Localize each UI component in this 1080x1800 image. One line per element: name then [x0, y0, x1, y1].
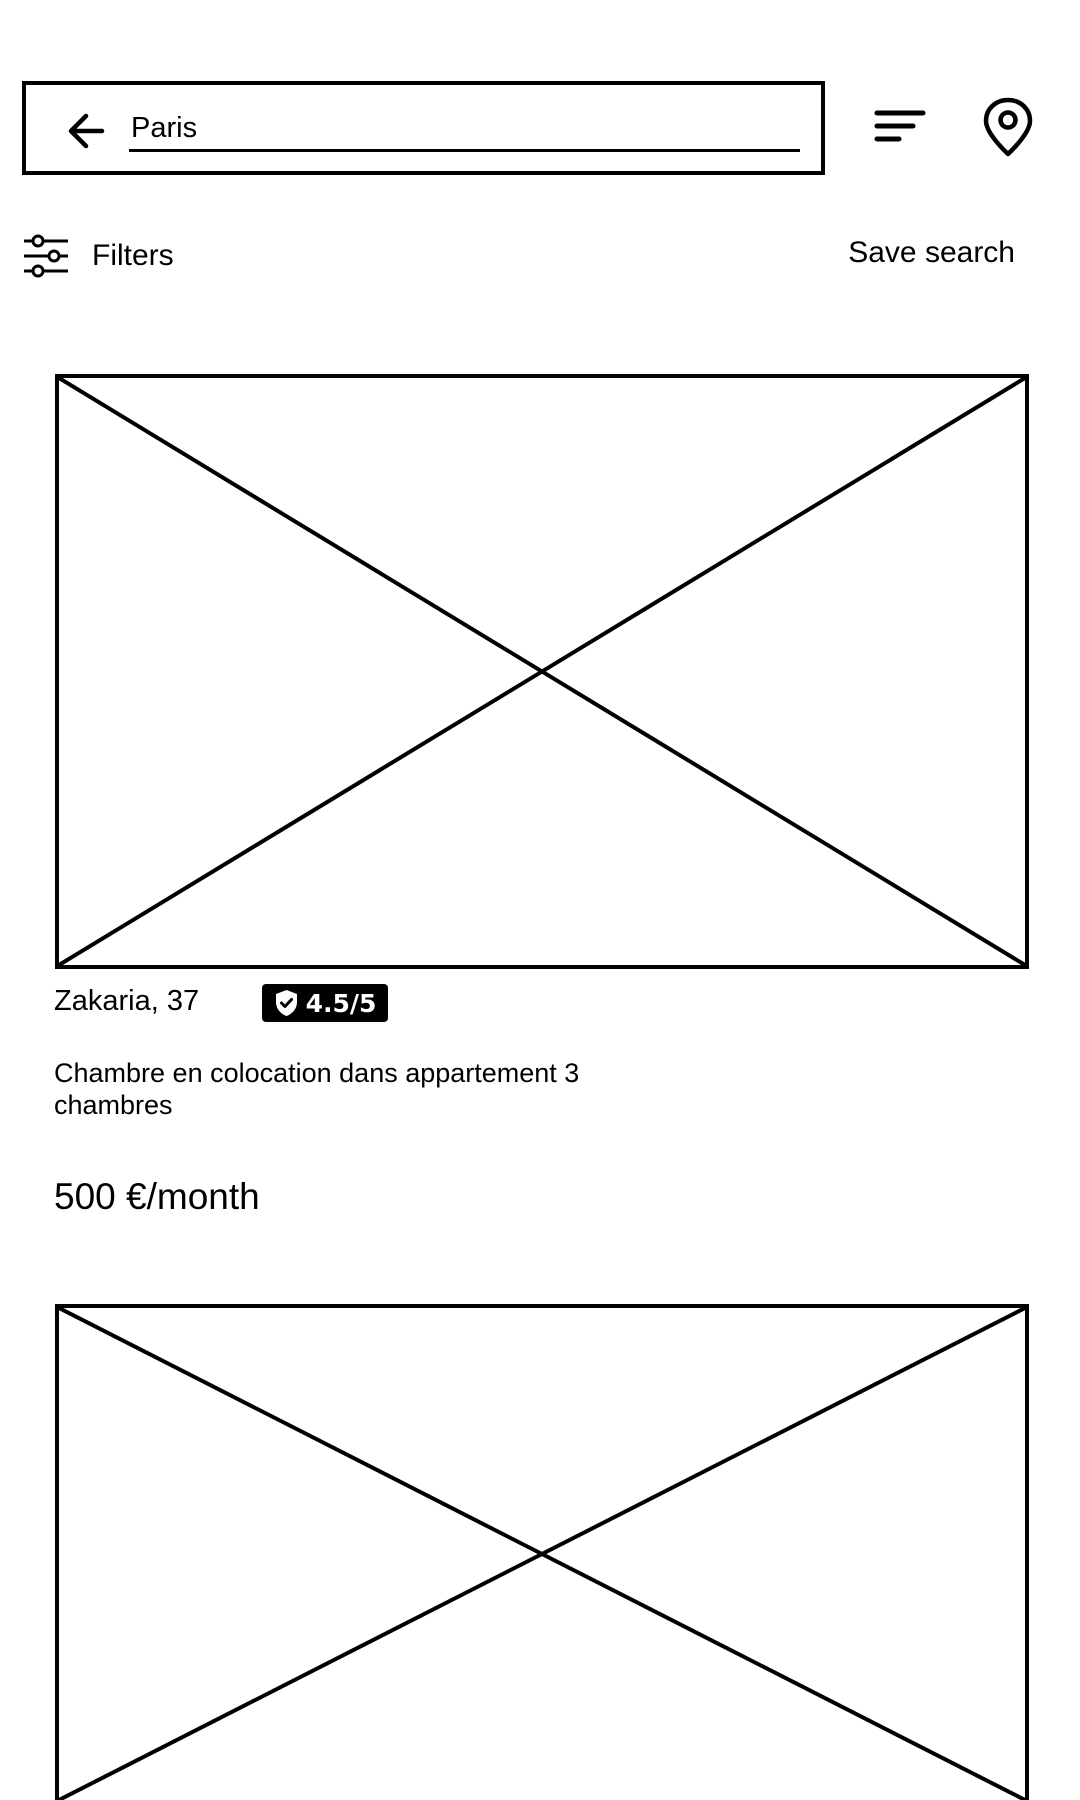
image-placeholder-icon: [59, 378, 1025, 965]
search-input[interactable]: [129, 108, 800, 152]
filters-button[interactable]: Filters: [22, 230, 174, 282]
sliders-icon: [24, 234, 68, 278]
rating-badge: 4.5/5: [262, 984, 388, 1022]
location-pin-icon[interactable]: [979, 97, 1037, 159]
sort-lines-icon[interactable]: [873, 101, 929, 151]
listing-image[interactable]: [55, 374, 1029, 969]
filters-label: Filters: [92, 239, 174, 272]
arrow-left-icon[interactable]: [62, 107, 110, 155]
save-search-button[interactable]: Save search: [848, 236, 1015, 269]
listing-title[interactable]: Chambre en colocation dans appartement 3…: [54, 1058, 580, 1120]
shield-check-icon: [275, 990, 297, 1016]
image-placeholder-icon: [59, 1308, 1025, 1800]
host-name: Zakaria, 37: [54, 985, 200, 1017]
listing-image[interactable]: [55, 1304, 1029, 1800]
search-bar: [22, 81, 825, 175]
listing-price: 500 €/month: [54, 1176, 260, 1217]
rating-value: 4.5/5: [305, 988, 377, 1018]
